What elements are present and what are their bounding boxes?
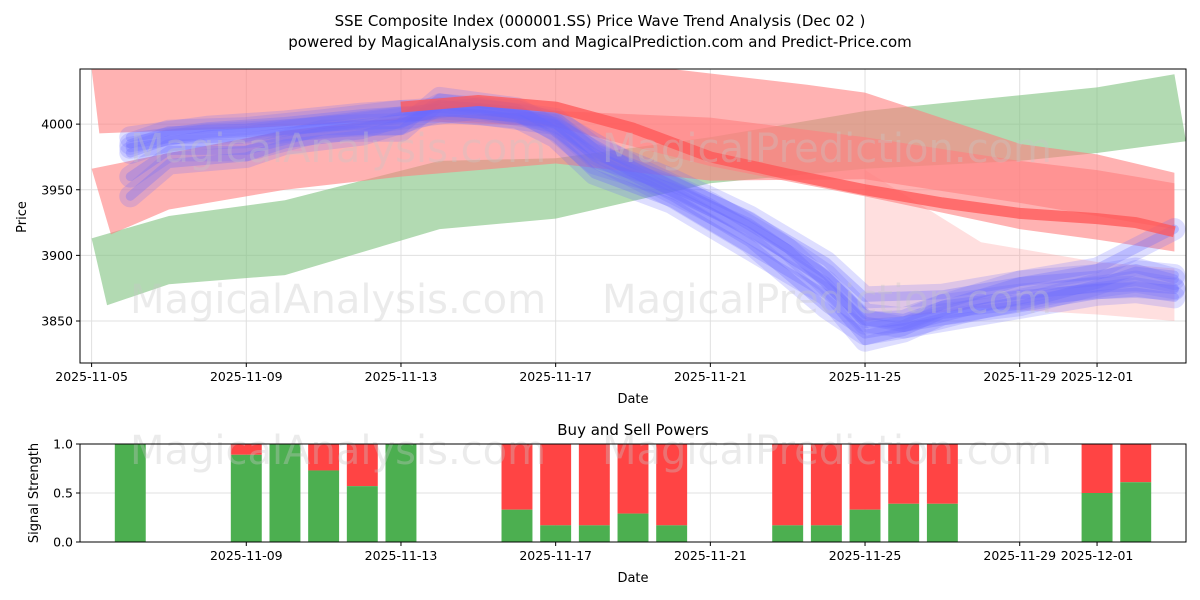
sell-bar	[926, 444, 958, 504]
watermark-1: MagicalAnalysis.com	[130, 126, 546, 172]
bottom-y-axis-label: Signal Strength	[27, 443, 42, 543]
bottom-y-tick-label: 0.0	[53, 535, 73, 550]
sell-bar	[308, 444, 340, 471]
sell-bar	[849, 444, 881, 510]
red-band-upper	[91, 69, 1175, 252]
wave-line-glow	[119, 93, 1186, 346]
bottom-x-tick-label: 2025-11-29	[983, 548, 1056, 563]
bottom-y-tick-label: 0.5	[53, 486, 73, 501]
top-x-tick-label: 2025-11-29	[983, 369, 1056, 384]
watermark-2: MagicalPrediction.com	[602, 126, 1052, 172]
buy-bar	[1081, 493, 1113, 542]
buy-bar	[617, 513, 649, 542]
buy-bar	[1120, 482, 1152, 542]
wave-line-glow	[119, 97, 1186, 309]
bottom-x-tick-label: 2025-11-17	[519, 548, 592, 563]
sell-bar	[656, 444, 688, 526]
buy-bar	[849, 509, 881, 542]
top-x-axis-label: Date	[617, 392, 648, 407]
buy-bar	[810, 525, 842, 542]
bottom-x-axis-label: Date	[617, 571, 648, 586]
watermark-3: MagicalAnalysis.com	[130, 277, 546, 323]
top-x-tick-label: 2025-11-13	[365, 369, 438, 384]
wave-line	[125, 99, 1179, 339]
buy-bar	[385, 444, 417, 542]
wave-line	[125, 93, 1179, 323]
sell-bar	[1081, 444, 1113, 493]
top-x-tick-label: 2025-11-25	[829, 369, 902, 384]
top-y-tick-label: 3900	[41, 248, 73, 263]
chart-subtitle: powered by MagicalAnalysis.com and Magic…	[288, 33, 912, 51]
watermark-5: MagicalAnalysis.com	[130, 428, 546, 474]
sell-bar	[1120, 444, 1152, 483]
sell-bar	[772, 444, 804, 526]
buy-bar	[926, 503, 958, 542]
buy-bar	[772, 525, 804, 542]
buy-bar	[656, 525, 688, 542]
bottom-x-tick-label: 2025-11-13	[365, 548, 438, 563]
buy-bar	[501, 509, 533, 542]
wave-line	[125, 103, 1179, 333]
top-y-tick-label: 3850	[41, 314, 73, 329]
sell-bar	[578, 444, 610, 526]
wave-line-glow	[119, 97, 1186, 339]
top-plot-frame	[79, 68, 1187, 364]
sell-bar	[501, 444, 533, 510]
buy-bar	[114, 444, 146, 542]
red-band-lower	[91, 111, 1175, 235]
wave-line	[125, 106, 1179, 346]
price-wave-panel: MagicalAnalysis.com MagicalPrediction.co…	[15, 68, 1187, 407]
bottom-x-tick-label: 2025-11-09	[210, 548, 283, 563]
sell-bar	[346, 444, 378, 487]
buy-bar	[230, 454, 262, 542]
top-y-tick-label: 4000	[41, 117, 73, 132]
red-band-faint	[865, 170, 1175, 321]
buy-bar	[888, 503, 920, 542]
wave-line	[125, 106, 1179, 329]
top-x-tick-label: 2025-11-21	[674, 369, 747, 384]
sell-bar	[617, 444, 649, 514]
bottom-x-tick-label: 2025-12-01	[1061, 548, 1134, 563]
red-trend-line	[400, 95, 1176, 238]
bottom-y-tick-label: 1.0	[53, 437, 73, 452]
sell-bar	[540, 444, 572, 526]
top-x-tick-label: 2025-11-05	[55, 369, 128, 384]
bottom-x-tick-label: 2025-11-21	[674, 548, 747, 563]
sell-bar	[888, 444, 920, 504]
top-y-tick-label: 3950	[41, 182, 73, 197]
wave-line	[125, 103, 1179, 302]
top-x-tick-label: 2025-11-17	[519, 369, 592, 384]
sell-bar	[230, 444, 262, 455]
bottom-chart-title: Buy and Sell Powers	[557, 421, 709, 439]
wave-line-glow	[119, 100, 1186, 352]
watermark-6: MagicalPrediction.com	[602, 428, 1052, 474]
top-x-tick-label: 2025-12-01	[1061, 369, 1134, 384]
buy-bar	[540, 525, 572, 542]
buy-sell-panel: Buy and Sell Powers MagicalAnalysis.com …	[27, 421, 1187, 586]
top-y-axis-label: Price	[15, 201, 30, 233]
buy-bar	[308, 470, 340, 542]
wave-line-glow	[119, 86, 1186, 330]
bottom-x-tick-label: 2025-11-25	[829, 548, 902, 563]
chart-title: SSE Composite Index (000001.SS) Price Wa…	[335, 12, 866, 30]
sell-bar	[810, 444, 842, 526]
buy-bar	[269, 444, 301, 542]
buy-bar	[346, 486, 378, 542]
top-x-tick-label: 2025-11-09	[210, 369, 283, 384]
buy-bar	[578, 525, 610, 542]
watermark-4: MagicalPrediction.com	[602, 277, 1052, 323]
wave-line-glow	[119, 100, 1186, 335]
